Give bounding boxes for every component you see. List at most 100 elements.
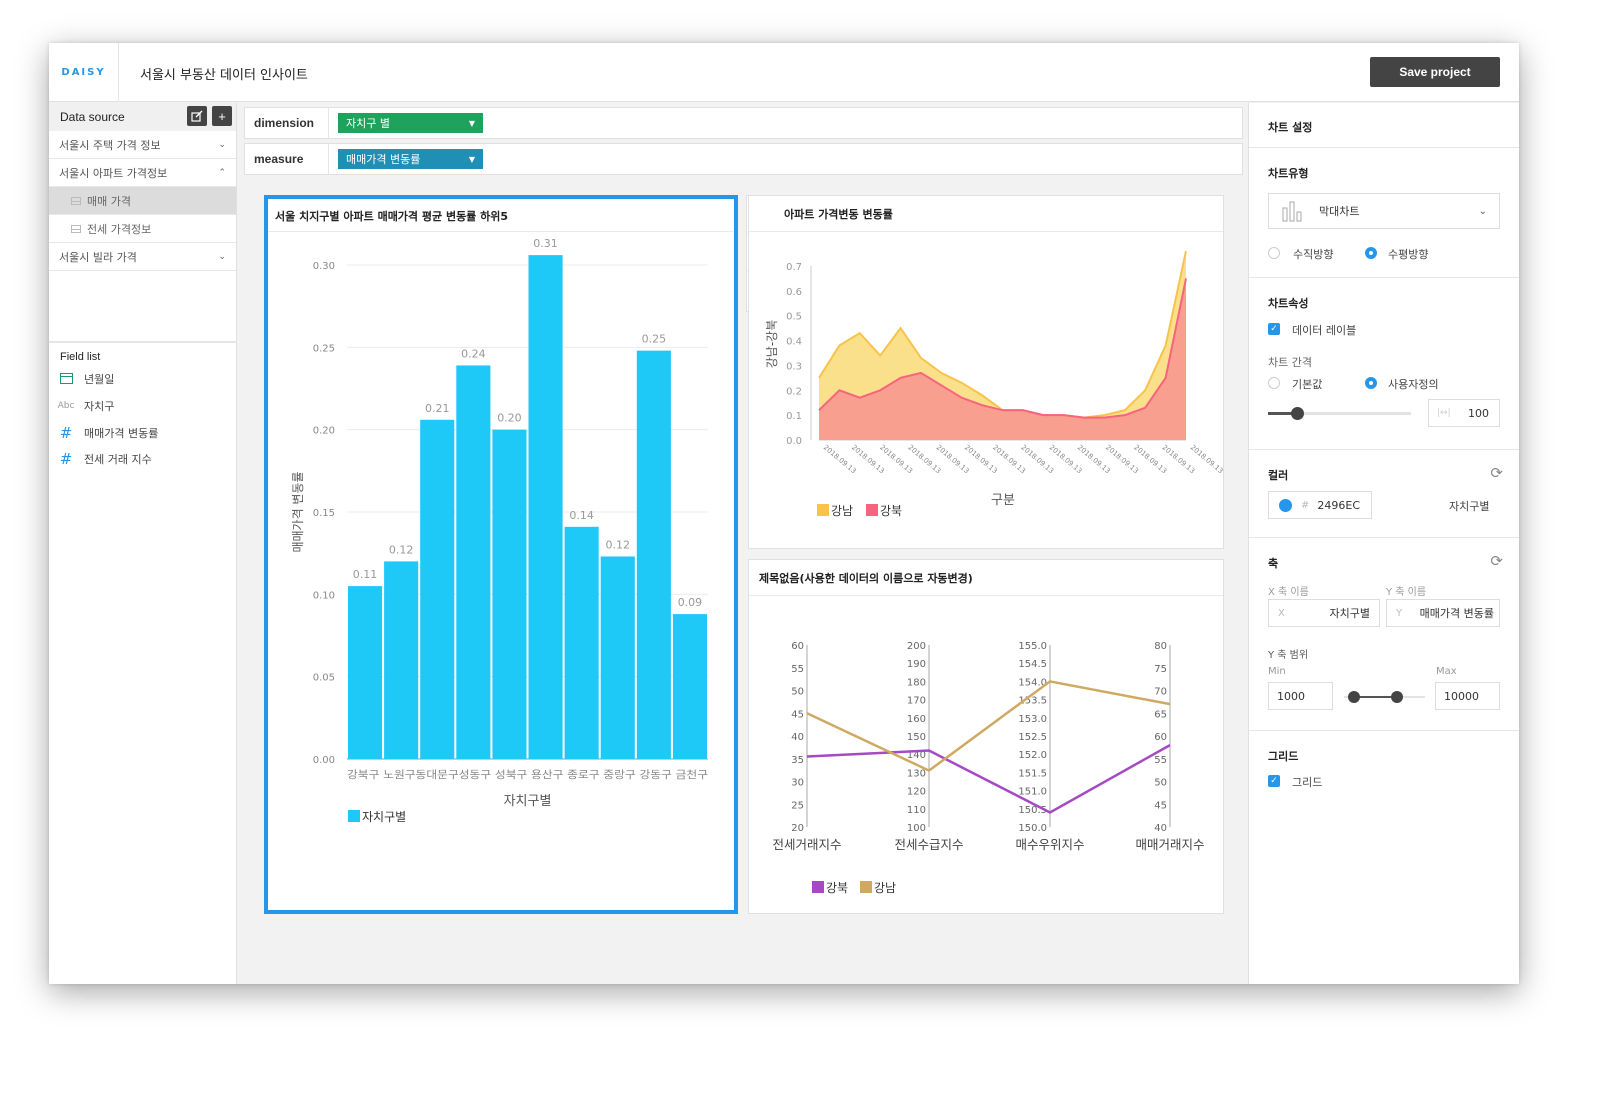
field-item-sale-rate[interactable]: # 매매가격 변동률	[57, 424, 159, 442]
measure-shelf: measure 매매가격 변동률 ▼	[244, 143, 1243, 175]
bar-chart-title: 서울 치지구별 아파트 매매가격 평균 변동률 하위5	[275, 210, 509, 223]
data-label: 0.25	[642, 333, 667, 346]
y-tick-label: 0.7	[786, 262, 802, 273]
color-label: 컬러	[1268, 469, 1289, 482]
y-max-handle[interactable]	[1391, 691, 1403, 703]
axis-tick-label: 70	[1154, 687, 1167, 698]
bar-chart-icon	[1282, 201, 1302, 222]
y-min-input[interactable]: 1000	[1268, 682, 1333, 710]
x-axis-name-input[interactable]: X 자치구별	[1268, 599, 1380, 627]
parallel-chart-title: 제목없음(사용한 데이터의 이름으로 자동변경)	[759, 572, 973, 585]
axis-name: 매매거래지수	[1135, 837, 1204, 852]
dimension-value: 자치구 별	[346, 117, 390, 130]
refresh-icon[interactable]: ⟳	[1490, 464, 1503, 482]
parallel-chart-panel[interactable]: 제목없음(사용한 데이터의 이름으로 자동변경) 20 25 30 35 40 45 50 5…	[748, 559, 1224, 914]
save-project-button[interactable]: Save project	[1370, 57, 1500, 87]
source-item-apt-price[interactable]: 서울시 아파트 가격정보 ⌃	[49, 159, 236, 187]
y-max-input[interactable]: 10000	[1435, 682, 1500, 710]
dimension-pill[interactable]: 자치구 별 ▼	[338, 113, 483, 133]
y-tick-label: 0.00	[313, 755, 335, 766]
edit-icon[interactable]	[187, 106, 207, 126]
chart-type-label: 차트유형	[1268, 167, 1309, 180]
source-item-house-price[interactable]: 서울시 주택 가격 정보 ⌄	[49, 131, 236, 159]
axis-tick-label: 200	[907, 641, 926, 652]
color-section: 컬러 ⟳ # 2496EC 자치구별	[1249, 450, 1519, 538]
spacing-input[interactable]: |↔| 100	[1428, 399, 1500, 427]
axis-tick-label: 40	[791, 732, 804, 743]
spacing-label: 차트 간격	[1268, 356, 1312, 369]
left-sidebar: Data source + 서울시 주택 가격 정보 ⌄ 서울시 아파트 가격정…	[49, 103, 237, 984]
y-min-handle[interactable]	[1348, 691, 1360, 703]
axis-tick-label: 75	[1154, 664, 1167, 675]
data-label-checkbox[interactable]: ✓	[1268, 323, 1280, 335]
axis-tick-label: 152.5	[1018, 732, 1047, 743]
spacing-slider-fill	[1268, 412, 1297, 415]
chart-type-section: 차트유형 막대차트 ⌄ 수직방향 수평방향	[1249, 148, 1519, 278]
axis-tick-label: 45	[791, 709, 804, 720]
max-label: Max	[1436, 666, 1457, 677]
field-item-date[interactable]: 년월일	[57, 371, 114, 387]
table-item-sale-price[interactable]: 매매 가격	[49, 187, 236, 215]
data-label: 0.12	[389, 543, 414, 556]
y-prefix: Y	[1396, 607, 1403, 619]
y-range-slider[interactable]	[1344, 691, 1425, 703]
y-tick-label: 0.3	[786, 361, 802, 372]
spacing-custom-radio[interactable]	[1365, 377, 1377, 389]
legend-swatch	[817, 504, 829, 516]
axis-tick-label: 100	[907, 823, 926, 834]
bar	[636, 350, 671, 759]
axis-tick-label: 153.5	[1018, 696, 1047, 707]
grid-checkbox[interactable]: ✓	[1268, 775, 1280, 787]
spacing-slider-handle[interactable]	[1290, 407, 1304, 420]
table-item-jeonse-price[interactable]: 전세 가격정보	[49, 215, 236, 243]
grid-section: 그리드 ✓ 그리드	[1249, 731, 1519, 801]
color-picker[interactable]: # 2496EC	[1268, 491, 1372, 519]
measure-pill[interactable]: 매매가격 변동률 ▼	[338, 149, 483, 169]
y-tick-label: 0.1	[786, 411, 802, 422]
axis-tick-label: 45	[1154, 800, 1167, 811]
source-item-villa-price[interactable]: 서울시 빌라 가격 ⌄	[49, 243, 236, 271]
legend-swatch	[348, 810, 360, 822]
legend-label: 자치구별	[362, 810, 406, 824]
field-item-jeonse-index[interactable]: # 전세 거래 지수	[57, 450, 152, 468]
y-tick-label: 0.25	[313, 343, 335, 354]
measure-label: measure	[245, 144, 329, 174]
x-axis-title: 구분	[991, 493, 1015, 508]
area-chart-panel[interactable]: 아파트 가격변동 변동률 0.0 0.1 0.2 0.3 0.4 0.5 0.6 0.7 201…	[748, 195, 1224, 549]
dimension-label: dimension	[245, 108, 329, 138]
hash-icon: #	[1301, 499, 1310, 511]
area-chart: 0.00.10.20.30.40.50.60.72018.09.132018.0…	[765, 250, 1223, 518]
axis-tick-label: 152.0	[1018, 750, 1047, 761]
axis-tick-label: 35	[791, 755, 804, 766]
spacing-slider-track[interactable]	[1268, 407, 1411, 420]
vertical-radio[interactable]	[1268, 247, 1280, 259]
y-tick-label: 0.20	[313, 426, 335, 437]
calendar-icon	[57, 372, 75, 387]
field-item-district[interactable]: Abc 자치구	[57, 398, 115, 414]
axis-tick-label: 151.0	[1018, 787, 1047, 798]
chart-type-select[interactable]: 막대차트 ⌄	[1268, 193, 1500, 229]
axis-tick-label: 50	[1154, 778, 1167, 789]
spacing-default-label: 기본값	[1292, 378, 1323, 391]
refresh-icon[interactable]: ⟳	[1490, 552, 1503, 570]
bar-chart-panel[interactable]: 서울 치지구별 아파트 매매가격 평균 변동률 하위5 0.00 0.05 0.10…	[264, 195, 738, 914]
y-tick-label: 0.4	[786, 337, 802, 348]
field-label: 전세 거래 지수	[84, 453, 152, 466]
data-label: 0.09	[678, 596, 703, 609]
axis-tick-label: 155.0	[1018, 641, 1047, 652]
table-label: 매매 가격	[87, 194, 131, 208]
spacing-value: 100	[1468, 406, 1489, 420]
spacing-default-radio[interactable]	[1268, 377, 1280, 389]
chart-props-label: 차트속성	[1268, 297, 1309, 310]
chevron-up-icon: ⌃	[218, 167, 226, 178]
measure-value: 매매가격 변동률	[346, 153, 421, 166]
daisy-logo[interactable]: DAISY	[49, 43, 119, 102]
grid-label: 그리드	[1268, 750, 1299, 763]
horizontal-radio[interactable]	[1365, 247, 1377, 259]
add-source-icon[interactable]: +	[212, 106, 232, 126]
series-line	[806, 744, 1171, 814]
axis-tick-label: 150.0	[1018, 823, 1047, 834]
axis-tick-label: 190	[907, 659, 926, 670]
vertical-label: 수직방향	[1293, 248, 1334, 261]
y-axis-name-input[interactable]: Y 매매가격 변동률	[1386, 599, 1500, 627]
